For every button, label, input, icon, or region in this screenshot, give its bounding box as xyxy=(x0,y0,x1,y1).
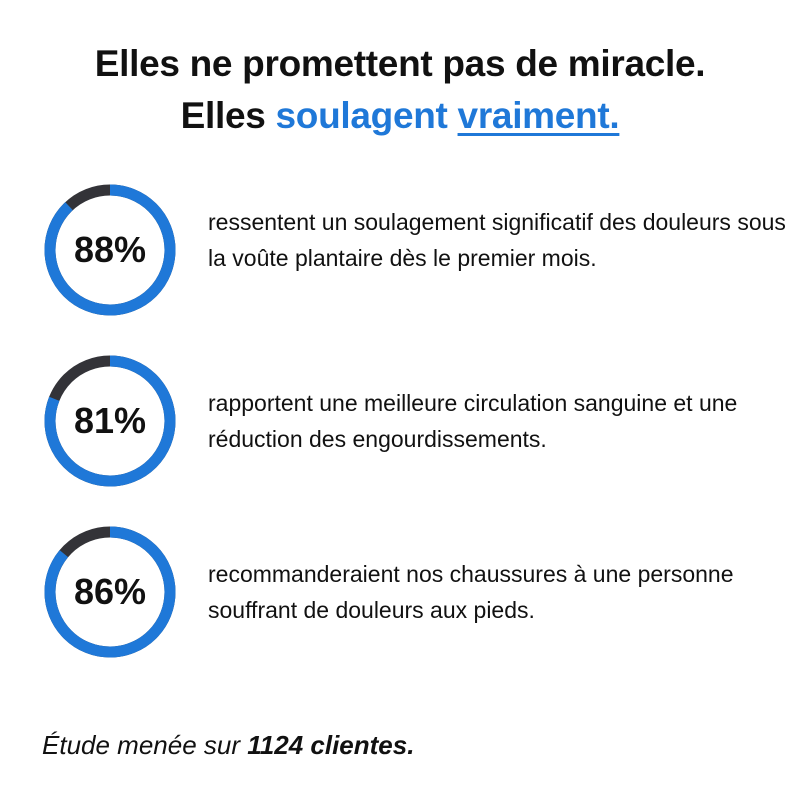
stat-item: 88% ressentent un soulagement significat… xyxy=(40,180,786,320)
ring-fill xyxy=(44,526,176,658)
progress-ring xyxy=(40,351,180,491)
ring-fill xyxy=(44,184,176,316)
stat-percent: 86% xyxy=(73,571,147,612)
headline-prefix: Elles xyxy=(180,95,266,136)
stat-description: rapportent une meilleure circulation san… xyxy=(208,390,738,452)
stat-item: 86% recommanderaient nos chaussures à un… xyxy=(40,522,780,662)
footnote-count: 1124 clientes. xyxy=(247,730,415,760)
headline-line1: Elles ne promettent pas de miracle. xyxy=(94,43,706,84)
stat-percent: 81% xyxy=(73,400,147,441)
stat-description: ressentent un soulagement significatif d… xyxy=(208,209,786,271)
footnote-prefix: Étude menée sur xyxy=(42,730,241,760)
progress-ring xyxy=(40,180,180,320)
progress-ring xyxy=(40,522,180,662)
stat-item: 81% rapportent une meilleure circulation… xyxy=(40,351,780,491)
stat-description: recommanderaient nos chaussures à une pe… xyxy=(208,561,734,623)
headline-highlight: soulagent xyxy=(275,95,448,136)
study-footnote: Étude menée sur 1124 clientes. xyxy=(42,730,414,761)
headline: Elles ne promettent pas de miracle. Elle… xyxy=(0,38,800,142)
stat-percent: 88% xyxy=(73,229,147,270)
headline-line2: Elles soulagent vraiment. xyxy=(0,90,800,142)
ring-fill xyxy=(44,355,176,487)
headline-underlined: vraiment. xyxy=(457,95,620,136)
